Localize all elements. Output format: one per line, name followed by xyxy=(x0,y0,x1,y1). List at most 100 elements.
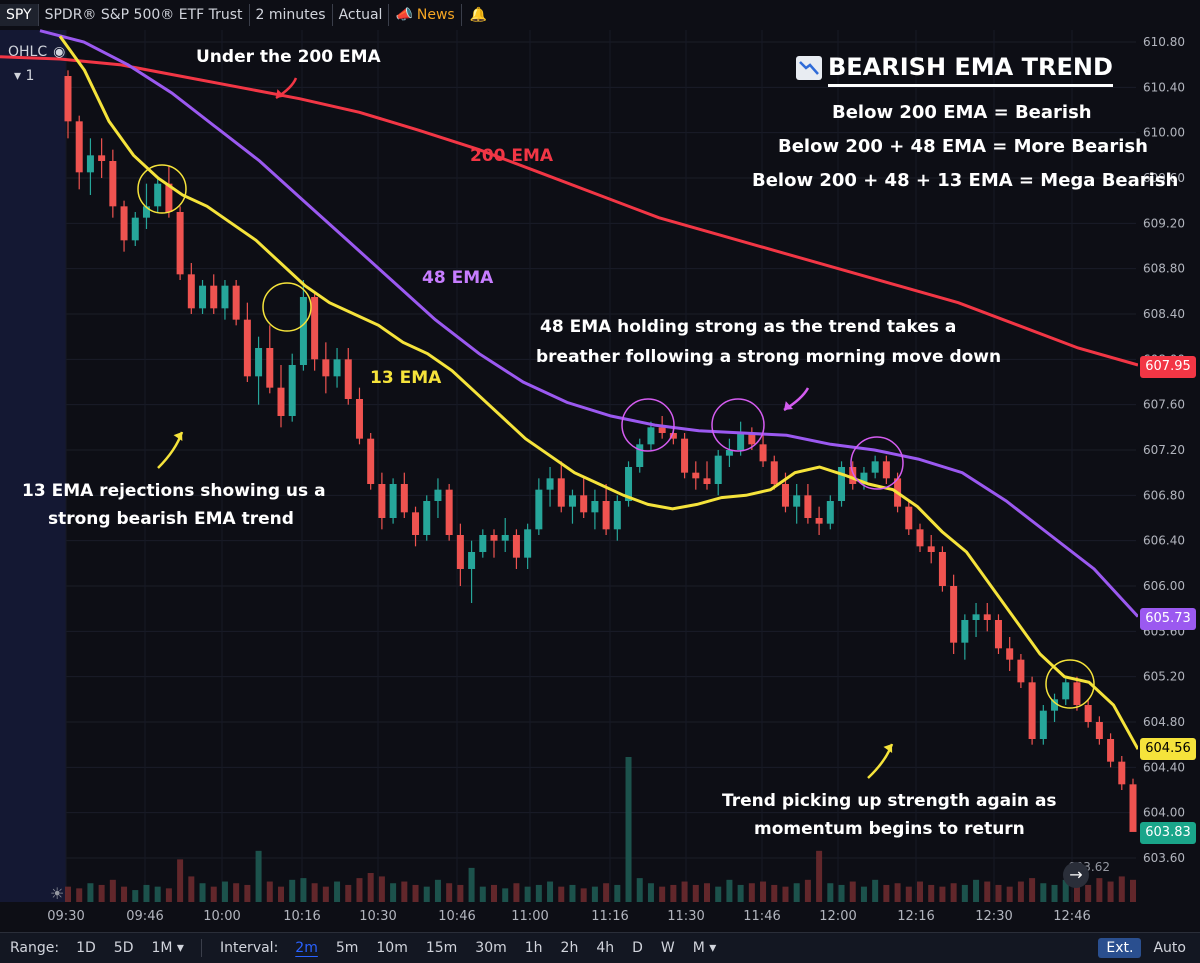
candle-body xyxy=(1039,710,1047,739)
volume-bar xyxy=(580,888,587,902)
time-tick-label: 09:46 xyxy=(126,909,163,924)
scroll-to-realtime-icon[interactable]: → xyxy=(1063,862,1089,888)
time-tick-label: 12:16 xyxy=(897,909,934,924)
price-tick-label: 604.40 xyxy=(1143,760,1185,774)
price-tag-last: 603.83 xyxy=(1140,822,1196,844)
time-tick-label: 12:46 xyxy=(1053,909,1090,924)
range-1m[interactable]: 1M ▾ xyxy=(142,940,192,956)
interval-2m[interactable]: 2m xyxy=(295,940,318,956)
chart-header: SPY SPDR® S&P 500® ETF Trust 2 minutes A… xyxy=(0,0,495,30)
interval-1h[interactable]: 1h xyxy=(524,940,543,956)
ohlc-legend[interactable]: OHLC ◉ xyxy=(8,44,65,60)
volume-bar xyxy=(468,867,475,902)
interval-5m[interactable]: 5m xyxy=(335,940,359,956)
price-tick-label: 604.00 xyxy=(1143,806,1185,820)
candle-body xyxy=(938,552,946,586)
volume-bar xyxy=(1017,881,1024,902)
volume-bar xyxy=(244,884,251,902)
price-tick-label: 610.00 xyxy=(1143,126,1185,140)
price-tick-label: 610.80 xyxy=(1143,35,1185,49)
eye-slash-icon[interactable]: ◉ xyxy=(53,44,66,60)
volume-bar xyxy=(860,886,867,902)
price-tick-label: 609.20 xyxy=(1143,216,1185,230)
volume-bar xyxy=(233,883,240,902)
price-tick-label: 608.80 xyxy=(1143,262,1185,276)
candle-body xyxy=(86,155,94,173)
volume-bar xyxy=(995,884,1002,902)
ema-48-line xyxy=(39,29,1140,618)
candle-body xyxy=(759,444,767,462)
ohlc-sub-chevron[interactable]: ▾ 1 xyxy=(14,68,35,84)
interval-10m[interactable]: 10m xyxy=(376,940,408,956)
interval-m[interactable]: M ▾ xyxy=(684,940,726,956)
time-axis[interactable]: 09:30 09:46 10:00 10:16 10:30 10:46 11:00 11:16… xyxy=(47,909,1090,924)
candle-body xyxy=(983,614,991,620)
candle-body xyxy=(98,155,106,161)
volume-bar xyxy=(793,883,800,902)
auto-button[interactable]: Auto xyxy=(1153,940,1186,956)
candle-body xyxy=(882,461,890,479)
time-tick-label: 09:30 xyxy=(47,909,84,924)
price-axis[interactable]: 610.80 610.40 610.00 609.60 609.20 608.80 608.… xyxy=(1143,35,1185,865)
interval-2h[interactable]: 2h xyxy=(560,940,579,956)
annotation-picking-line-2: momentum begins to return xyxy=(754,819,1025,839)
instrument-name: SPDR® S&P 500® ETF Trust xyxy=(39,4,250,26)
volume-bar xyxy=(1040,883,1047,902)
symbol[interactable]: SPY xyxy=(0,4,39,26)
range-1d[interactable]: 1D xyxy=(76,940,96,956)
volume-bar xyxy=(65,886,71,902)
volume-bar xyxy=(322,886,329,902)
candle-body xyxy=(277,387,285,416)
volume-bar xyxy=(255,850,262,902)
volume-bar xyxy=(199,883,206,902)
interval-w[interactable]: W xyxy=(660,940,675,956)
bell-icon[interactable]: 🔔 xyxy=(469,7,488,23)
chevron-down-icon: ▾ xyxy=(709,940,717,956)
candle-body xyxy=(187,274,195,309)
candle-body xyxy=(75,121,83,173)
candle-body xyxy=(826,501,834,524)
range-5d[interactable]: 5D xyxy=(113,940,134,956)
interval-30m[interactable]: 30m xyxy=(475,940,507,956)
volume-bar xyxy=(603,883,610,902)
adjustment-label[interactable]: Actual xyxy=(333,4,390,26)
interval-4h[interactable]: 4h xyxy=(596,940,615,956)
highlight-circles xyxy=(137,164,1095,709)
annotation-picking-line-1: Trend picking up strength again as xyxy=(722,791,1057,811)
label-13-ema: 13 EMA xyxy=(370,368,442,388)
volume-bar xyxy=(266,881,273,902)
time-axis-background xyxy=(0,902,1200,932)
candle-body xyxy=(355,399,363,439)
news-button[interactable]: 📣 News xyxy=(389,4,462,26)
interval-label[interactable]: 2 minutes xyxy=(250,4,333,26)
time-tick-label: 11:00 xyxy=(511,909,548,924)
highlight-circle-yellow xyxy=(262,282,312,332)
ema-13-line xyxy=(58,35,1140,750)
ext-button[interactable]: Ext. xyxy=(1098,938,1142,958)
volume-bar xyxy=(939,886,946,902)
candle-body xyxy=(972,614,980,620)
chart-decreasing-icon xyxy=(796,56,822,80)
candle-body xyxy=(1118,761,1126,785)
candle-body xyxy=(714,455,722,484)
candle-body xyxy=(647,427,655,445)
highlight-circle-purple xyxy=(711,398,765,452)
interval-d[interactable]: D xyxy=(632,940,643,956)
interval-15m[interactable]: 15m xyxy=(425,940,458,956)
candle-body xyxy=(378,484,386,518)
candle-body xyxy=(468,552,476,569)
candle-body xyxy=(658,427,666,433)
volume-bar xyxy=(715,886,722,902)
candle-body xyxy=(546,478,554,490)
interval-m-label: M xyxy=(692,940,705,956)
arrow-picking-head xyxy=(883,744,893,753)
volume-bar xyxy=(109,879,116,902)
volume-bar xyxy=(289,879,296,902)
volume-bar xyxy=(737,884,744,902)
divider xyxy=(200,939,202,957)
volume-bar xyxy=(345,884,352,902)
volume-bar xyxy=(1107,881,1114,902)
volume-bar xyxy=(704,883,710,902)
volume-bar xyxy=(132,890,139,902)
